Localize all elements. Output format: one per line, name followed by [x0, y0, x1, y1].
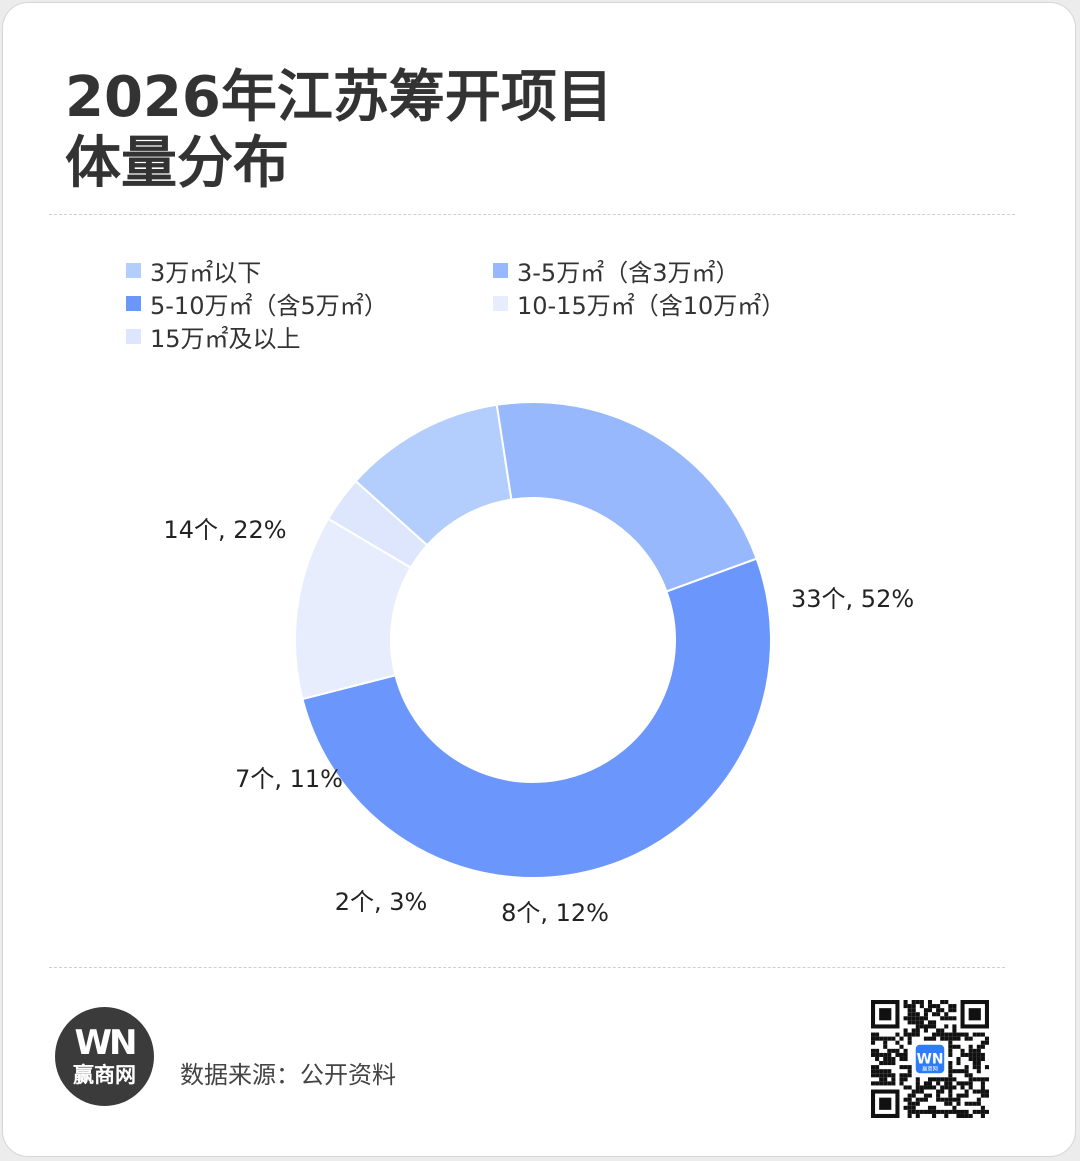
legend-item-over-15: 15万㎡及以上: [126, 321, 493, 353]
legend-swatch: [493, 296, 508, 311]
top-divider: [49, 214, 1015, 215]
legend-swatch: [493, 263, 508, 278]
brand-logo-mark: WN: [74, 1022, 138, 1063]
legend-swatch: [126, 296, 141, 311]
brand-logo: WN 赢商网: [55, 1007, 154, 1106]
slice-data-label: 14个, 22%: [163, 516, 286, 544]
bottom-divider: [49, 967, 1005, 968]
qr-center-label: 赢商网: [922, 1064, 938, 1072]
legend-item-5-10: 5-10万㎡（含5万㎡）: [126, 288, 493, 320]
brand-logo-text: 赢商网: [73, 1062, 136, 1087]
slice-data-label: 7个, 11%: [235, 765, 343, 793]
legend-swatch: [126, 263, 141, 278]
chart-title: 2026年江苏筹开项目 体量分布: [65, 65, 613, 197]
legend-label: 10-15万㎡（含10万㎡）: [517, 292, 786, 320]
slice-data-label: 8个, 12%: [501, 899, 609, 927]
donut-slice: [301, 557, 772, 879]
legend-label: 3万㎡以下: [150, 259, 262, 287]
chart-title-line1: 2026年江苏筹开项目: [65, 65, 613, 130]
legend-item-10-15: 10-15万㎡（含10万㎡）: [493, 288, 853, 320]
legend-item-under-3: 3万㎡以下: [126, 255, 493, 287]
legend-label: 5-10万㎡（含5万㎡）: [150, 292, 388, 320]
data-source-note: 数据来源：公开资料: [180, 1061, 396, 1089]
donut-slice: [495, 401, 758, 593]
legend-label: 3-5万㎡（含3万㎡）: [517, 259, 740, 287]
legend-label: 15万㎡及以上: [150, 325, 301, 353]
qr-center-logo: WN: [917, 1051, 944, 1067]
slice-data-label: 2个, 3%: [335, 888, 428, 916]
chart-title-line2: 体量分布: [65, 131, 289, 196]
slice-data-label: 33个, 52%: [791, 585, 914, 613]
legend-swatch: [126, 329, 141, 344]
chart-legend: 3万㎡以下 3-5万㎡（含3万㎡） 5-10万㎡（含5万㎡） 10-15万㎡（含…: [126, 255, 846, 353]
legend-item-3-5: 3-5万㎡（含3万㎡）: [493, 255, 853, 287]
donut-chart: 33个, 52% 8个, 12% 2个, 3% 7个, 11% 14个, 22%: [163, 401, 914, 927]
